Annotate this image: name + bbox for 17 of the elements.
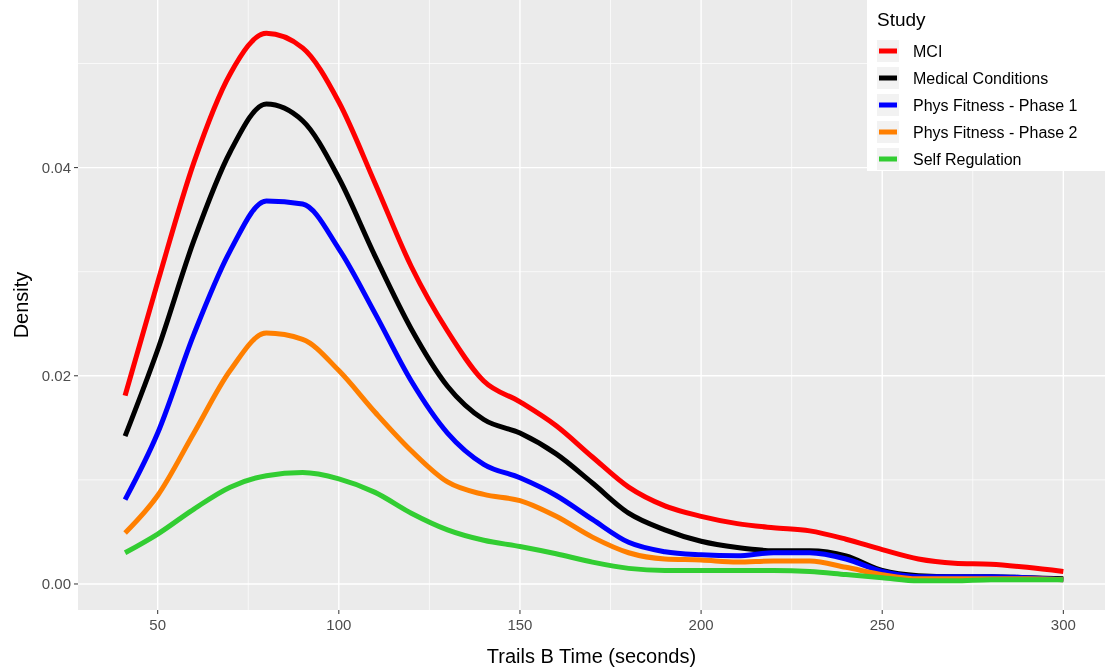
legend-label: Phys Fitness - Phase 1 <box>913 97 1078 114</box>
x-tick-label: 200 <box>688 616 714 633</box>
x-axis-title: Trails B Time (seconds) <box>486 645 697 667</box>
legend-label: Medical Conditions <box>913 70 1049 87</box>
x-tick-label: 250 <box>869 616 895 633</box>
x-tick-label: 50 <box>149 616 167 633</box>
y-axis-title: Density <box>10 271 32 339</box>
y-tick-label: 0.04 <box>41 158 71 176</box>
legend-label: MCI <box>913 43 943 60</box>
y-tick-label: 0.00 <box>41 574 71 592</box>
legend-label: Phys Fitness - Phase 2 <box>913 124 1078 141</box>
x-tick-label: 100 <box>326 616 352 633</box>
x-tick-label: 300 <box>1050 616 1076 633</box>
y-tick-label: 0.02 <box>41 366 71 384</box>
legend-label: Self Regulation <box>913 151 1022 168</box>
x-tick-label: 150 <box>507 616 533 633</box>
legend-title: Study <box>877 9 927 30</box>
